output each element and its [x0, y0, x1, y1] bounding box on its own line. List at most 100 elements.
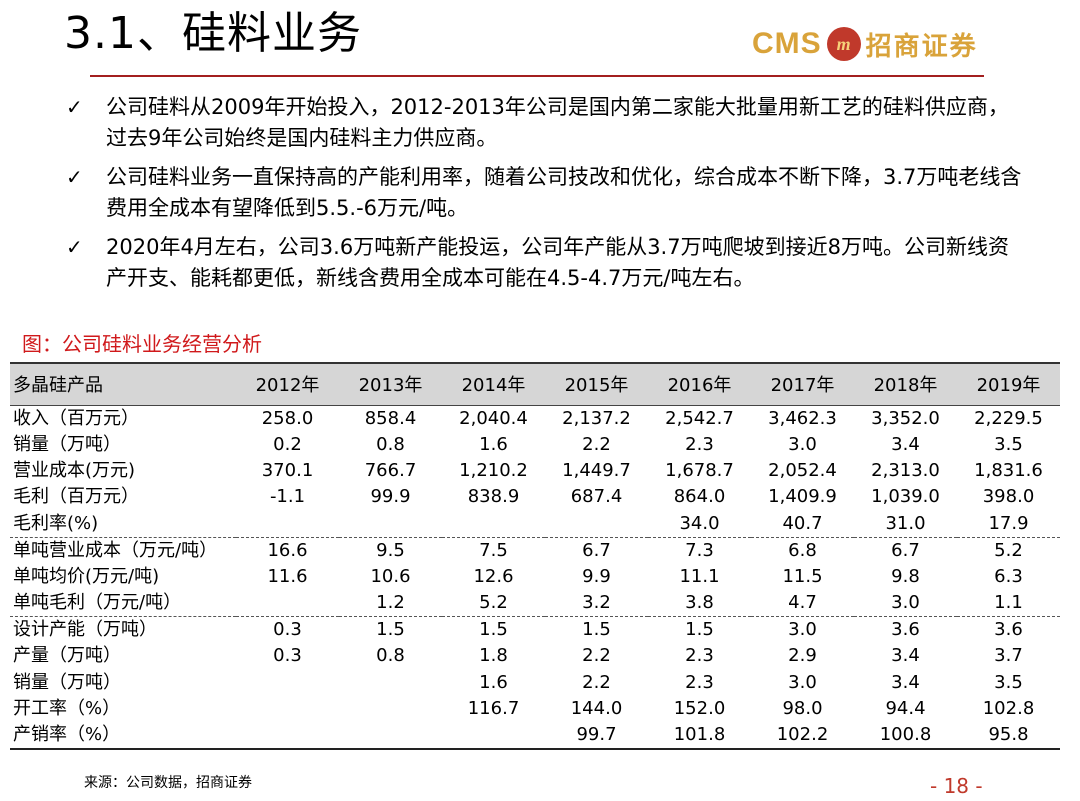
table-cell: 864.0: [673, 486, 726, 508]
table-row: 单吨毛利（万元/吨） 1.2 5.2 3.2 3.8 4.7 3.0 1.1: [10, 590, 1060, 618]
table-cell: 398.0: [982, 486, 1035, 508]
table-cell: 6.7: [891, 539, 920, 561]
table-cell: 99.9: [370, 486, 411, 508]
bullet-text: 2020年4月左右，公司3.6万吨新产能投运，公司年产能从3.7万吨爬坡到接近8…: [106, 235, 1009, 290]
bullet-item: ✓ 公司硅料从2009年开始投入，2012-2013年公司是国内第二家能大批量用…: [64, 92, 1044, 154]
table-cell: 0.3: [273, 645, 302, 667]
table-cell: 11.5: [782, 565, 823, 587]
table-cell: 2.2: [582, 671, 611, 693]
row-label: 产量（万吨）: [13, 645, 121, 667]
table-row: 营业成本(万元) 370.1 766.7 1,210.2 1,449.7 1,678.7 2…: [10, 458, 1060, 484]
table-cell: 102.2: [751, 722, 854, 751]
table-cell: [236, 722, 339, 751]
table-cell: 1.6: [479, 671, 508, 693]
table-cell: 1.5: [582, 619, 611, 641]
checkmark-icon: ✓: [66, 235, 83, 259]
table-cell: [545, 510, 648, 538]
table-cell: 3,462.3: [768, 407, 837, 429]
table-cell: 17.9: [957, 510, 1060, 538]
table-row: 产销率（%） 99.7 101.8 102.2 100.8 95.8: [10, 722, 1060, 751]
page-number: - 18 -: [930, 774, 983, 798]
table-row: 单吨营业成本（万元/吨） 16.6 9.5 7.5 6.7 7.3 6.8 6.7 5.2: [10, 537, 1060, 564]
table-row: 设计产能（万吨） 0.3 1.5 1.5 1.5 1.5 3.0 3.6 3.6: [10, 617, 1060, 644]
table-cell: 101.8: [648, 722, 751, 751]
table-cell: [442, 722, 545, 751]
table-cell: 3.5: [994, 433, 1023, 455]
table-cell: [236, 510, 339, 538]
table-cell: 11.6: [267, 565, 308, 587]
operations-table: 多晶硅产品 2012年 2013年 2014年 2015年 2016年 2017…: [10, 362, 1060, 751]
table-cell: 3.0: [788, 433, 817, 455]
table-cell: 1.5: [376, 619, 405, 641]
table-cell: 838.9: [467, 486, 520, 508]
table-cell: 687.4: [570, 486, 623, 508]
table-cell: -1.1: [269, 486, 306, 508]
table-cell: 3,352.0: [871, 407, 940, 429]
bullet-text: 公司硅料业务一直保持高的产能利用率，随着公司技改和优化，综合成本不断下降，3.7…: [106, 165, 1022, 220]
table-cell: [339, 669, 442, 695]
table-cell: 116.7: [467, 698, 520, 720]
table-cell: 6.8: [788, 539, 817, 561]
table-cell: 6.3: [994, 565, 1023, 587]
table-cell: 5.2: [994, 539, 1023, 561]
bullet-list: ✓ 公司硅料从2009年开始投入，2012-2013年公司是国内第二家能大批量用…: [64, 92, 1044, 302]
table-cell: 3.0: [788, 671, 817, 693]
year-header: 2013年: [339, 364, 442, 406]
year-header: 2017年: [751, 364, 854, 406]
bullet-item: ✓ 公司硅料业务一直保持高的产能利用率，随着公司技改和优化，综合成本不断下降，3…: [64, 162, 1044, 224]
checkmark-icon: ✓: [66, 95, 83, 119]
table-cell: 9.9: [582, 565, 611, 587]
table-cell: 1.5: [479, 619, 508, 641]
table-cell: 100.8: [854, 722, 957, 751]
table-cell: 11.1: [679, 565, 720, 587]
table-row: 产量（万吨） 0.3 0.8 1.8 2.2 2.3 2.9 3.4 3.7: [10, 643, 1060, 669]
table-cell: 1.8: [479, 645, 508, 667]
table-cell: [339, 722, 442, 751]
logo-cn-text: 招商证券: [865, 31, 978, 62]
table-cell: 2,542.7: [665, 407, 734, 429]
table-cell: 3.4: [891, 671, 920, 693]
title-divider: [90, 75, 984, 77]
table-cell: 1,409.9: [768, 486, 837, 508]
table-cell: 3.4: [891, 433, 920, 455]
table-cell: 2.2: [582, 645, 611, 667]
table-cell: 3.8: [648, 590, 751, 618]
table-cell: 2.3: [685, 671, 714, 693]
table-cell: 7.3: [685, 539, 714, 561]
table-cell: 3.2: [545, 590, 648, 618]
cms-logo: CMS m 招商证券: [752, 24, 978, 64]
table-cell: 99.7: [545, 722, 648, 751]
table-cell: 0.2: [273, 433, 302, 455]
year-header: 2018年: [854, 364, 957, 406]
checkmark-icon: ✓: [66, 165, 83, 189]
table-cell: 258.0: [261, 407, 314, 429]
logo-emblem-icon: m: [826, 27, 861, 61]
table-cell: [236, 696, 339, 722]
row-label: 设计产能（万吨）: [13, 619, 157, 641]
table-cell: 1.2: [339, 590, 442, 618]
table-cell: [236, 590, 339, 618]
table-cell: 102.8: [982, 698, 1035, 720]
table-cell: 3.6: [994, 619, 1023, 641]
year-header: 2019年: [957, 364, 1060, 406]
source-note: 来源：公司数据，招商证券: [84, 775, 252, 791]
table-cell: 3.7: [994, 645, 1023, 667]
table-cell: 144.0: [570, 698, 623, 720]
table-cell: 3.4: [891, 645, 920, 667]
table-cell: [339, 510, 442, 538]
table-cell: 95.8: [957, 722, 1060, 751]
table-row: 毛利率(%) 34.0 40.7 31.0 17.9: [10, 510, 1060, 538]
table-cell: 370.1: [261, 460, 314, 482]
table-cell: 94.4: [885, 698, 926, 720]
table-cell: [236, 669, 339, 695]
row-label: 产销率（%）: [10, 722, 236, 751]
table-cell: 31.0: [854, 510, 957, 538]
table-row: 销量（万吨） 1.6 2.2 2.3 3.0 3.4 3.5: [10, 669, 1060, 695]
table-cell: 3.6: [891, 619, 920, 641]
year-header: 2012年: [236, 364, 339, 406]
table-row: 毛利（百万元） -1.1 99.9 838.9 687.4 864.0 1,409.9 1,0…: [10, 484, 1060, 510]
table-cell: 1,039.0: [871, 486, 940, 508]
table-cell: [442, 510, 545, 538]
table-row: 单吨均价(万元/吨) 11.6 10.6 12.6 9.9 11.1 11.5 9.8 6.3: [10, 564, 1060, 590]
row-label: 单吨均价(万元/吨): [13, 565, 160, 587]
